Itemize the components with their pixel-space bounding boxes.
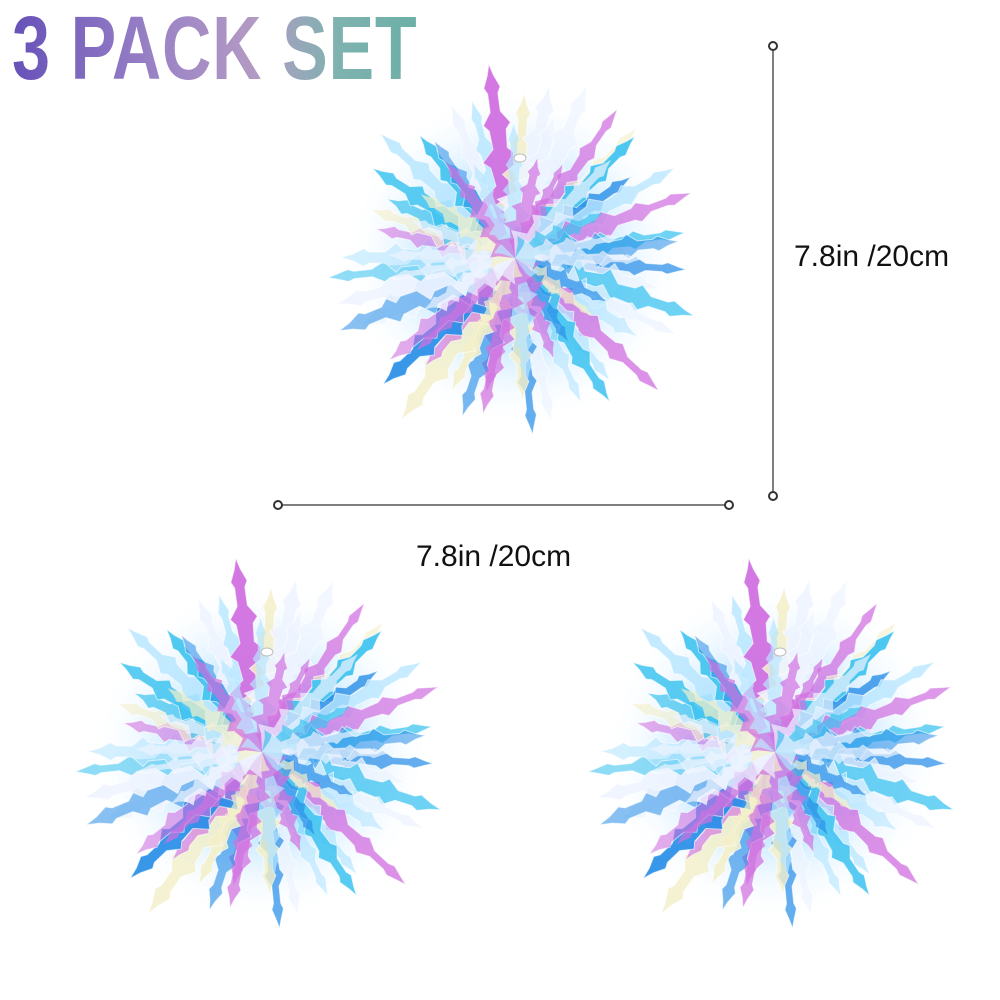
snowflake-inner-petal bbox=[515, 234, 622, 272]
snowflake-inner-petal bbox=[775, 747, 853, 810]
snowflake-ball-bottom-right bbox=[586, 556, 956, 930]
snowflake-inner-petal bbox=[420, 194, 516, 269]
pack-title: 3 PACK SET bbox=[12, 0, 418, 99]
snowflake-ball-top bbox=[326, 62, 696, 436]
snowflake-inner-petal bbox=[410, 220, 515, 272]
snowflake-inner-petal bbox=[134, 727, 262, 776]
snowflake-inner-petal bbox=[730, 752, 783, 846]
snowflake-inner-petal bbox=[515, 239, 642, 277]
snowflake-inner-petal bbox=[157, 714, 262, 766]
width-dimension-line bbox=[273, 500, 734, 510]
snowflake-inner-petal bbox=[217, 752, 270, 846]
snowflake-inner-petal bbox=[670, 714, 775, 766]
snowflake-inner-petal bbox=[220, 658, 274, 752]
snowflake-inner-petal bbox=[744, 752, 794, 886]
width-label: 7.8in /20cm bbox=[416, 540, 572, 573]
snowflake-inner-petal bbox=[262, 733, 389, 771]
snowflake-inner-petal bbox=[470, 258, 523, 352]
snowflake-inner-petal bbox=[756, 618, 794, 752]
snowflake-inner-petal bbox=[473, 164, 527, 258]
snowflake-inner-petal bbox=[753, 752, 800, 876]
snowflake-inner-petal bbox=[493, 258, 540, 382]
snowflake-inner-petal bbox=[167, 688, 263, 763]
snowflake-inner-petal bbox=[262, 741, 354, 796]
snowflake-inner-petal bbox=[231, 752, 281, 886]
snowflake-inner-petal bbox=[387, 233, 515, 282]
height-label: 7.8in /20cm bbox=[794, 240, 950, 273]
snowflake-inner-petal bbox=[240, 752, 287, 876]
snowflake-inner-petal bbox=[647, 727, 775, 776]
snowflake-inner-petal bbox=[775, 733, 902, 771]
snowflake-inner-petal bbox=[775, 728, 882, 766]
snowflake-inner-petal bbox=[515, 253, 593, 316]
hanging-hook bbox=[513, 153, 527, 163]
height-dimension-line bbox=[768, 41, 778, 501]
snowflake-inner-petal bbox=[243, 618, 281, 752]
snowflake-inner-petal bbox=[680, 688, 776, 763]
snowflake-inner-petal bbox=[733, 658, 787, 752]
snowflake-inner-petal bbox=[484, 258, 534, 392]
hanging-hook bbox=[773, 647, 787, 657]
hanging-hook bbox=[260, 647, 274, 657]
snowflake-ball-bottom-left bbox=[73, 556, 443, 930]
snowflake-inner-petal bbox=[515, 247, 607, 302]
snowflake-inner-petal bbox=[775, 741, 867, 796]
snowflake-inner-petal bbox=[262, 747, 340, 810]
snowflake-inner-petal bbox=[496, 124, 534, 258]
snowflake-inner-petal bbox=[262, 728, 369, 766]
